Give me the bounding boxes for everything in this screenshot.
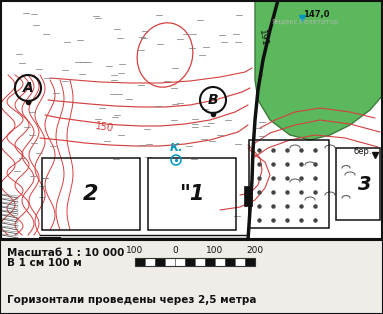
Text: 0: 0 [172,246,178,255]
Bar [244,186,252,206]
Text: 100: 100 [126,246,144,255]
Bar [175,258,185,266]
Bar [42,158,140,230]
Text: 191: 191 [257,29,269,47]
Bar [235,258,245,266]
Text: 2: 2 [83,184,99,204]
Bar [215,258,225,266]
Text: бер.: бер. [354,148,373,156]
Bar [155,258,165,266]
Bar [135,258,145,266]
Bar [0,240,383,314]
Text: 147,0: 147,0 [303,10,329,19]
Bar [336,148,380,220]
Bar [195,258,205,266]
Bar [245,258,255,266]
Bar [225,258,235,266]
Text: В 1 см 100 м: В 1 см 100 м [7,258,82,268]
Text: 100: 100 [206,246,224,255]
Bar [1,1,382,239]
Bar [148,158,236,230]
Text: A: A [23,81,33,95]
Text: Яндекс.Репетитор: Яндекс.Репетитор [272,19,339,25]
Bar [185,258,195,266]
Text: Масштаб 1 : 10 000: Масштаб 1 : 10 000 [7,248,124,258]
Bar [135,258,255,266]
Polygon shape [255,0,383,140]
Bar [249,140,329,228]
Text: 3: 3 [358,175,372,193]
Bar [165,258,175,266]
Text: Горизонтали проведены через 2,5 метра: Горизонтали проведены через 2,5 метра [7,295,257,305]
Bar [145,258,155,266]
Bar [205,258,215,266]
Text: "1: "1 [179,184,205,204]
Text: 150: 150 [95,121,115,133]
Text: К.: К. [169,143,183,153]
Text: 200: 200 [246,246,264,255]
Text: B: B [208,93,218,107]
